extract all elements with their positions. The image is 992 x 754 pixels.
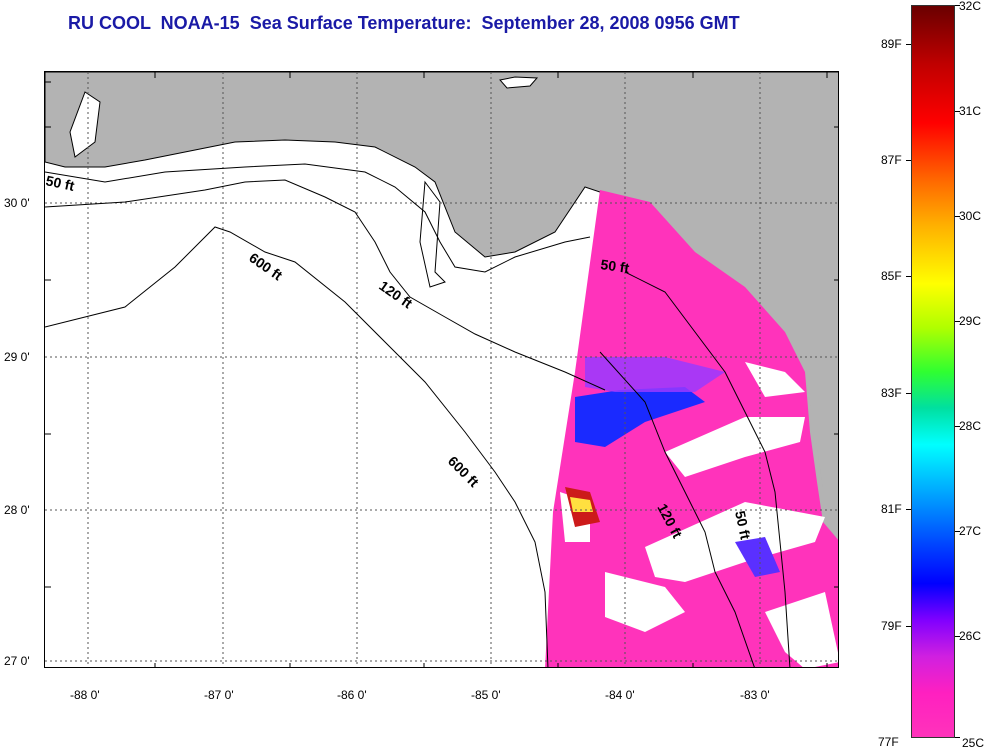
land-florida bbox=[805, 372, 838, 541]
cloud-streak-1 bbox=[665, 417, 805, 477]
colorbar-tick bbox=[955, 321, 960, 322]
colorbar-celsius-label: 25C bbox=[962, 736, 985, 750]
colorbar-tick bbox=[906, 509, 911, 510]
colorbar-celsius-label: 27C bbox=[959, 524, 982, 538]
colorbar-tick bbox=[906, 160, 911, 161]
colorbar-tick bbox=[906, 393, 911, 394]
colorbar-tick bbox=[955, 5, 960, 6]
cool-water-blue bbox=[575, 387, 705, 447]
contour-50ft bbox=[45, 163, 591, 273]
colorbar-tick bbox=[955, 111, 960, 112]
contour-600ft bbox=[45, 226, 549, 667]
colorbar-tick bbox=[906, 276, 911, 277]
colorbar-tick bbox=[906, 626, 911, 627]
frame-ticks bbox=[45, 72, 838, 667]
colorbar-tick bbox=[906, 44, 911, 45]
colorbar-celsius-label: 31C bbox=[959, 104, 982, 118]
colorbar-celsius-label: 32C bbox=[959, 0, 982, 13]
colorbar-fahrenheit-label: 79F bbox=[881, 619, 902, 633]
contour-label: 50 ft bbox=[45, 172, 76, 194]
island bbox=[499, 76, 539, 89]
colorbar-fahrenheit-label: 83F bbox=[881, 386, 902, 400]
longitude-label: -87 0' bbox=[204, 688, 234, 702]
colorbar-fahrenheit-label: 85F bbox=[881, 269, 902, 283]
contour-120ft-east bbox=[599, 351, 755, 667]
bay-apalachee bbox=[419, 180, 446, 288]
contour-label: 600 ft bbox=[445, 453, 482, 490]
longitude-label: -83 0' bbox=[740, 688, 770, 702]
longitude-label: -85 0' bbox=[471, 688, 501, 702]
colorbar-celsius-label: 28C bbox=[959, 419, 982, 433]
latitude-label: 27 0' bbox=[4, 654, 30, 668]
cloud-streak-4 bbox=[765, 592, 838, 667]
map-canvas: 50 ft 600 ft 120 ft 50 ft 600 ft 120 ft … bbox=[45, 72, 838, 667]
colorbar-tick bbox=[955, 737, 960, 738]
colorbar-tick bbox=[955, 426, 960, 427]
colorbar-tick bbox=[955, 636, 960, 637]
temperature-colorbar bbox=[911, 5, 955, 738]
latitude-label: 28 0' bbox=[4, 503, 30, 517]
colorbar-celsius-label: 30C bbox=[959, 209, 982, 223]
colorbar-tick bbox=[955, 216, 960, 217]
latitude-label: 30 0' bbox=[4, 196, 30, 210]
cool-water-purple bbox=[585, 357, 725, 392]
longitude-label: -86 0' bbox=[337, 688, 367, 702]
colorbar-celsius-label: 29C bbox=[959, 314, 982, 328]
colorbar-fahrenheit-label: 77F bbox=[878, 735, 899, 749]
cool-water-nearshore bbox=[735, 537, 780, 577]
longitude-label: -88 0' bbox=[70, 688, 100, 702]
contour-label: 600 ft bbox=[246, 249, 285, 283]
contour-120ft bbox=[45, 179, 606, 391]
longitude-label: -84 0' bbox=[605, 688, 635, 702]
colorbar-tick bbox=[955, 531, 960, 532]
contour-label: 50 ft bbox=[600, 256, 631, 276]
latitude-label: 29 0' bbox=[4, 350, 30, 364]
land-inlets bbox=[69, 91, 101, 158]
colorbar-fahrenheit-label: 89F bbox=[881, 37, 902, 51]
contour-50ft-east bbox=[624, 271, 791, 667]
contour-label: 50 ft bbox=[732, 509, 754, 541]
warm-streak-yellow bbox=[570, 497, 593, 512]
sst-map: 50 ft 600 ft 120 ft 50 ft 600 ft 120 ft … bbox=[44, 71, 839, 668]
colorbar-celsius-label: 26C bbox=[959, 629, 982, 643]
colorbar-fahrenheit-label: 87F bbox=[881, 153, 902, 167]
map-title: RU COOL NOAA-15 Sea Surface Temperature:… bbox=[68, 13, 740, 33]
colorbar-fahrenheit-label: 81F bbox=[881, 502, 902, 516]
contour-label: 120 ft bbox=[376, 277, 415, 311]
